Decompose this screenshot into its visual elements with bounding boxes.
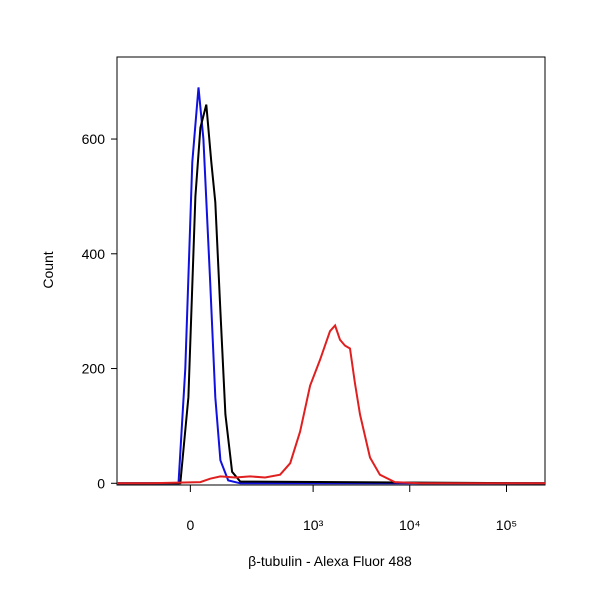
y-tick-label: 200 xyxy=(82,361,106,377)
x-tick-label: 10⁵ xyxy=(496,517,517,533)
y-tick-label: 0 xyxy=(97,475,105,491)
x-tick-label: 0 xyxy=(186,517,194,533)
plot-frame xyxy=(116,56,546,486)
x-tick-label: 10⁴ xyxy=(399,517,421,533)
y-axis-title: Count xyxy=(40,251,56,288)
y-tick-label: 400 xyxy=(82,246,106,262)
histogram-line xyxy=(117,104,546,485)
x-tick-label: 10³ xyxy=(303,517,324,533)
histogram-line xyxy=(117,87,545,485)
y-tick-label: 600 xyxy=(82,131,106,147)
histogram-line xyxy=(117,323,545,485)
x-axis-title: β-tubulin - Alexa Fluor 488 xyxy=(248,553,412,569)
